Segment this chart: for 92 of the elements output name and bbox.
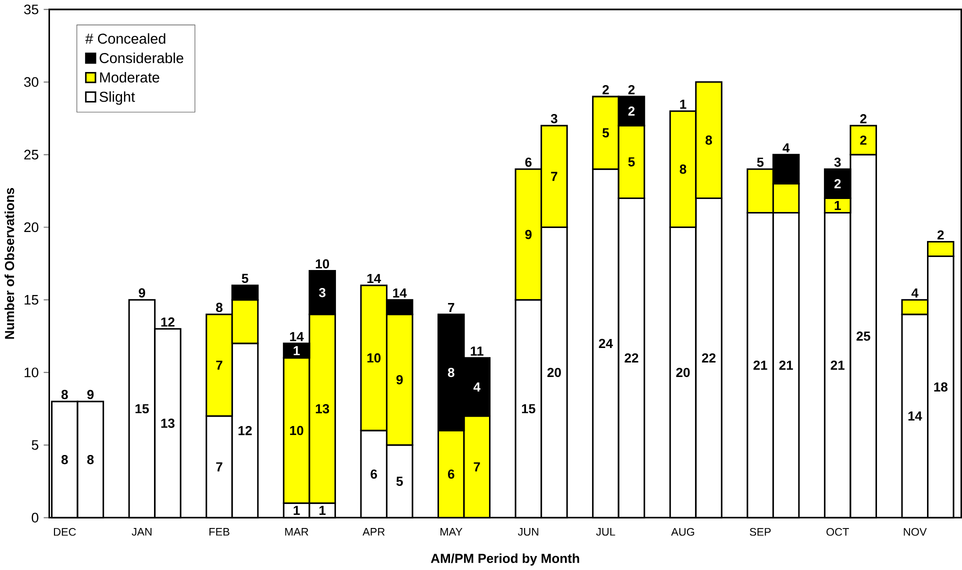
data-label: 8 [61, 454, 68, 464]
x-tick-label: JUL [596, 528, 616, 536]
data-label: 12 [238, 426, 252, 435]
legend-label: Slight [100, 91, 135, 105]
annotation: 4 [782, 143, 790, 152]
data-label: 20 [547, 368, 561, 377]
data-label: 2 [834, 179, 841, 188]
annotation: 2 [860, 114, 866, 124]
y-tick-label: 25 [24, 150, 38, 160]
data-label: 6 [370, 469, 377, 479]
data-label: 7 [216, 462, 222, 472]
data-label: 21 [753, 360, 768, 370]
data-label: 1 [294, 506, 300, 515]
data-label: 9 [396, 374, 403, 384]
data-label: 8 [448, 368, 454, 377]
data-label: 7 [551, 172, 558, 181]
data-label: 5 [396, 476, 403, 486]
annotation: 2 [628, 85, 635, 94]
data-label: 24 [598, 338, 613, 348]
data-label: 8 [706, 135, 712, 145]
annotation: 3 [834, 157, 841, 167]
annotation: 14 [367, 274, 382, 283]
y-tick-label: 20 [24, 222, 38, 232]
data-label: 2 [628, 106, 635, 116]
data-label: 10 [367, 353, 381, 362]
x-tick-label: JAN [132, 528, 152, 536]
data-label: 15 [136, 404, 149, 414]
x-tick-label: DEC [54, 528, 76, 536]
annotation: 7 [448, 302, 454, 312]
data-label: 7 [474, 462, 480, 472]
data-label: 18 [934, 382, 948, 392]
data-label: 7 [216, 360, 222, 370]
y-tick-label: 35 [24, 4, 38, 14]
y-tick-label: 30 [24, 77, 38, 87]
annotation: 5 [242, 274, 248, 283]
data-label: 2 [860, 135, 866, 145]
x-tick-label: SEP [750, 528, 771, 536]
data-label: 8 [680, 164, 686, 174]
annotation: 6 [525, 157, 532, 167]
data-label: 13 [316, 404, 330, 414]
data-label: 14 [908, 411, 922, 420]
y-tick-label: 5 [32, 440, 38, 450]
data-label: 21 [830, 360, 844, 370]
legend-title: # Concealed [85, 33, 166, 44]
data-label: 10 [290, 426, 304, 436]
data-label: 13 [161, 418, 175, 428]
annotation: 14 [290, 332, 304, 341]
data-label: 21 [779, 360, 793, 370]
data-label: 5 [628, 157, 635, 166]
data-label: 20 [676, 368, 690, 377]
data-label: 22 [702, 353, 716, 362]
legend-label: Considerable [100, 52, 184, 64]
x-tick-label: MAR [285, 528, 308, 536]
legend-label: Moderate [100, 72, 160, 82]
x-tick-label: NOV [904, 528, 927, 536]
annotation: 5 [757, 158, 764, 167]
y-axis-title: Number of Observations [4, 188, 14, 339]
data-label: 22 [624, 353, 638, 362]
annotation: 11 [470, 346, 484, 356]
data-label: 1 [294, 346, 300, 356]
y-tick-label: 0 [32, 512, 38, 522]
annotation: 4 [911, 288, 918, 298]
data-label: 5 [602, 128, 609, 138]
annotation: 14 [393, 288, 407, 298]
data-label: 3 [318, 288, 326, 298]
annotation: 2 [937, 230, 944, 240]
annotation: 10 [316, 259, 330, 268]
data-label: 15 [522, 404, 536, 414]
x-tick-label: MAY [440, 528, 462, 536]
y-tick-label: 10 [24, 367, 38, 378]
annotation: 12 [161, 317, 174, 326]
annotation: 8 [216, 302, 222, 312]
x-tick-label: JUN [518, 528, 538, 536]
annotation: 8 [61, 390, 68, 400]
data-label: 1 [320, 506, 326, 515]
annotation: 1 [680, 100, 686, 109]
data-label: 1 [834, 200, 841, 210]
x-axis-title: AM/PM Period by Month [430, 553, 580, 566]
annotation: 3 [550, 114, 558, 124]
x-tick-label: APR [362, 528, 385, 536]
data-label: 25 [856, 331, 870, 341]
data-label: 6 [448, 469, 454, 479]
annotation: 9 [87, 390, 94, 400]
x-tick-label: AUG [671, 528, 694, 536]
x-tick-label: FEB [209, 528, 230, 536]
annotation: 2 [602, 85, 609, 94]
y-tick-label: 15 [24, 294, 38, 305]
data-label: 4 [473, 382, 480, 392]
annotation: 9 [138, 288, 146, 298]
x-tick-label: OCT [826, 528, 849, 536]
data-label: 8 [87, 454, 94, 464]
data-label: 9 [525, 230, 532, 240]
